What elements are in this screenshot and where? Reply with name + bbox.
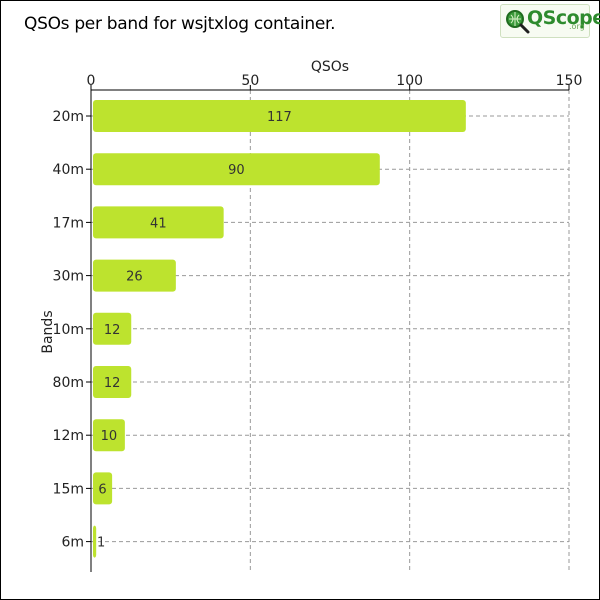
logo-wordmark: QScope <box>527 7 600 29</box>
logo-suffix: .org <box>569 22 585 31</box>
bar-6m[interactable] <box>93 525 97 558</box>
bar-15m[interactable] <box>93 472 113 505</box>
bar-17m[interactable] <box>93 206 224 239</box>
bar-value-label-20m: 117 <box>267 110 292 125</box>
bar-value-label-80m: 12 <box>104 376 121 391</box>
y-tick-label-30m: 30m <box>53 269 84 285</box>
magnifier-globe-icon <box>506 10 530 34</box>
bar-value-label-15m: 6 <box>98 482 106 497</box>
bar-value-label-10m: 12 <box>104 323 121 338</box>
y-tick-label-20m: 20m <box>53 109 84 125</box>
bar-30m[interactable] <box>93 259 176 292</box>
bar-40m[interactable] <box>93 153 380 186</box>
chart-title: QSOs per band for wsjtxlog container. <box>24 14 336 34</box>
x-tick-label-3: 150 <box>556 73 583 89</box>
y-tick-label-40m: 40m <box>53 162 84 178</box>
x-tick-label-0: 0 <box>87 73 96 89</box>
bars: 117 90 41 26 12 12 10 6 1 <box>93 100 466 558</box>
y-tick-label-17m: 17m <box>53 215 84 231</box>
y-tick-label-80m: 80m <box>53 375 84 391</box>
y-tick-label-15m: 15m <box>53 481 84 497</box>
x-tick-label-2: 100 <box>396 73 423 89</box>
bar-12m[interactable] <box>93 419 125 452</box>
x-axis-title: QSOs <box>311 59 349 75</box>
x-tick-label-1: 50 <box>241 73 259 89</box>
bar-80m[interactable] <box>93 366 132 398</box>
bar-value-label-30m: 26 <box>126 270 143 285</box>
bar-value-label-40m: 90 <box>228 163 245 178</box>
bar-value-label-6m: 1 <box>97 536 105 551</box>
bar-10m[interactable] <box>93 312 132 345</box>
bar-20m[interactable] <box>93 100 466 132</box>
qscope-logo[interactable]: QScope .org <box>500 4 600 38</box>
y-tick-label-6m: 6m <box>61 535 84 551</box>
bar-value-label-12m: 10 <box>101 429 118 444</box>
y-tick-label-12m: 12m <box>53 428 84 444</box>
bar-value-label-17m: 41 <box>150 216 167 231</box>
axes: 0 50 100 150 20m 40m 17m 30m 10m 80m 12m 15m 6m <box>53 73 583 572</box>
y-tick-label-10m: 10m <box>53 322 84 338</box>
y-axis-title: Bands <box>40 310 56 353</box>
